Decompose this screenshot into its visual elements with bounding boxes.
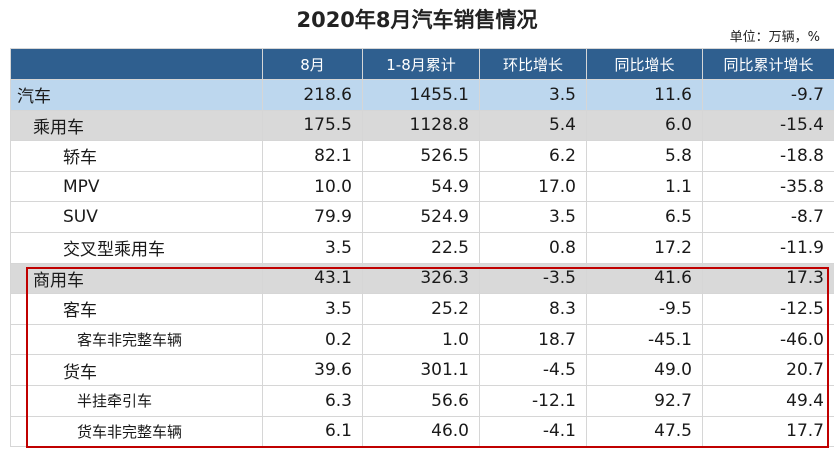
value-cell: 0.2 bbox=[262, 323, 363, 356]
header-cell-yoy-cumulative: 同比累计增长 bbox=[702, 48, 834, 80]
value-cell: 17.0 bbox=[479, 170, 587, 203]
value-cell: 17.3 bbox=[702, 262, 834, 295]
value-cell: -12.5 bbox=[702, 293, 834, 325]
table-row: 货车 39.6 301.1 -4.5 49.0 20.7 bbox=[10, 354, 834, 386]
value-cell: 3.5 bbox=[262, 293, 363, 325]
value-cell: 82.1 bbox=[262, 140, 363, 172]
row-label: 货车非完整车辆 bbox=[10, 415, 263, 448]
table-body: 汽车 218.6 1455.1 3.5 11.6 -9.7 乘用车 175.5 1128.8 5.… bbox=[10, 79, 834, 448]
table-row: 商用车 43.1 326.3 -3.5 41.6 17.3 bbox=[10, 262, 834, 295]
value-cell: 46.0 bbox=[362, 415, 480, 448]
value-cell: 47.5 bbox=[586, 415, 703, 448]
value-cell: 56.6 bbox=[362, 384, 480, 417]
table-row: SUV 79.9 524.9 3.5 6.5 -8.7 bbox=[10, 201, 834, 233]
header-cell-aug: 8月 bbox=[262, 48, 363, 80]
row-label: 交叉型乘用车 bbox=[10, 231, 263, 264]
row-label: MPV bbox=[10, 170, 263, 203]
row-label: 轿车 bbox=[10, 140, 263, 172]
value-cell: 1.1 bbox=[586, 170, 703, 203]
value-cell: -9.5 bbox=[586, 293, 703, 325]
row-label: 乘用车 bbox=[10, 109, 263, 142]
value-cell: -4.5 bbox=[479, 354, 587, 386]
value-cell: 17.2 bbox=[586, 231, 703, 264]
row-label: 商用车 bbox=[10, 262, 263, 295]
value-cell: 1.0 bbox=[362, 323, 480, 356]
value-cell: -12.1 bbox=[479, 384, 587, 417]
table-row: 轿车 82.1 526.5 6.2 5.8 -18.8 bbox=[10, 140, 834, 172]
row-label: 客车 bbox=[10, 293, 263, 325]
value-cell: 18.7 bbox=[479, 323, 587, 356]
table-row: 交叉型乘用车 3.5 22.5 0.8 17.2 -11.9 bbox=[10, 231, 834, 264]
table-row: 客车 3.5 25.2 8.3 -9.5 -12.5 bbox=[10, 293, 834, 325]
value-cell: 6.2 bbox=[479, 140, 587, 172]
value-cell: 20.7 bbox=[702, 354, 834, 386]
value-cell: 92.7 bbox=[586, 384, 703, 417]
value-cell: 49.0 bbox=[586, 354, 703, 386]
value-cell: 49.4 bbox=[702, 384, 834, 417]
value-cell: 11.6 bbox=[586, 79, 703, 111]
table-row: 货车非完整车辆 6.1 46.0 -4.1 47.5 17.7 bbox=[10, 415, 834, 448]
value-cell: 6.5 bbox=[586, 201, 703, 233]
sales-table: 8月 1-8月累计 环比增长 同比增长 同比累计增长 汽车 218.6 1455.1… bbox=[10, 48, 834, 448]
value-cell: -8.7 bbox=[702, 201, 834, 233]
value-cell: 3.5 bbox=[479, 79, 587, 111]
value-cell: 6.1 bbox=[262, 415, 363, 448]
value-cell: 10.0 bbox=[262, 170, 363, 203]
header-cell-category bbox=[10, 48, 263, 80]
value-cell: 0.8 bbox=[479, 231, 587, 264]
table-row: 半挂牵引车 6.3 56.6 -12.1 92.7 49.4 bbox=[10, 384, 834, 417]
table-row: 乘用车 175.5 1128.8 5.4 6.0 -15.4 bbox=[10, 109, 834, 142]
row-label: SUV bbox=[10, 201, 263, 233]
value-cell: 54.9 bbox=[362, 170, 480, 203]
value-cell: 43.1 bbox=[262, 262, 363, 295]
value-cell: 526.5 bbox=[362, 140, 480, 172]
table-row: MPV 10.0 54.9 17.0 1.1 -35.8 bbox=[10, 170, 834, 203]
value-cell: 218.6 bbox=[262, 79, 363, 111]
value-cell: 3.5 bbox=[479, 201, 587, 233]
table-row: 客车非完整车辆 0.2 1.0 18.7 -45.1 -46.0 bbox=[10, 323, 834, 356]
value-cell: -15.4 bbox=[702, 109, 834, 142]
table-row: 汽车 218.6 1455.1 3.5 11.6 -9.7 bbox=[10, 79, 834, 111]
row-label: 汽车 bbox=[10, 79, 263, 111]
value-cell: 25.2 bbox=[362, 293, 480, 325]
value-cell: -35.8 bbox=[702, 170, 834, 203]
value-cell: 6.3 bbox=[262, 384, 363, 417]
value-cell: 5.4 bbox=[479, 109, 587, 142]
page-title: 2020年8月汽车销售情况 bbox=[296, 8, 538, 32]
value-cell: -18.8 bbox=[702, 140, 834, 172]
value-cell: 175.5 bbox=[262, 109, 363, 142]
value-cell: 326.3 bbox=[362, 262, 480, 295]
value-cell: 17.7 bbox=[702, 415, 834, 448]
header-cell-yoy: 同比增长 bbox=[586, 48, 703, 80]
header-row: 8月 1-8月累计 环比增长 同比增长 同比累计增长 bbox=[10, 48, 834, 80]
value-cell: 524.9 bbox=[362, 201, 480, 233]
row-label: 客车非完整车辆 bbox=[10, 323, 263, 356]
value-cell: -9.7 bbox=[702, 79, 834, 111]
value-cell: -46.0 bbox=[702, 323, 834, 356]
value-cell: 1455.1 bbox=[362, 79, 480, 111]
value-cell: 5.8 bbox=[586, 140, 703, 172]
value-cell: -3.5 bbox=[479, 262, 587, 295]
value-cell: 22.5 bbox=[362, 231, 480, 264]
value-cell: 301.1 bbox=[362, 354, 480, 386]
value-cell: -11.9 bbox=[702, 231, 834, 264]
value-cell: 79.9 bbox=[262, 201, 363, 233]
header-cell-cumulative: 1-8月累计 bbox=[362, 48, 480, 80]
value-cell: 1128.8 bbox=[362, 109, 480, 142]
value-cell: 6.0 bbox=[586, 109, 703, 142]
unit-label: 单位：万辆，% bbox=[729, 30, 820, 45]
value-cell: -45.1 bbox=[586, 323, 703, 356]
header-cell-mom: 环比增长 bbox=[479, 48, 587, 80]
value-cell: 41.6 bbox=[586, 262, 703, 295]
value-cell: 8.3 bbox=[479, 293, 587, 325]
row-label: 货车 bbox=[10, 354, 263, 386]
value-cell: 39.6 bbox=[262, 354, 363, 386]
row-label: 半挂牵引车 bbox=[10, 384, 263, 417]
value-cell: -4.1 bbox=[479, 415, 587, 448]
value-cell: 3.5 bbox=[262, 231, 363, 264]
